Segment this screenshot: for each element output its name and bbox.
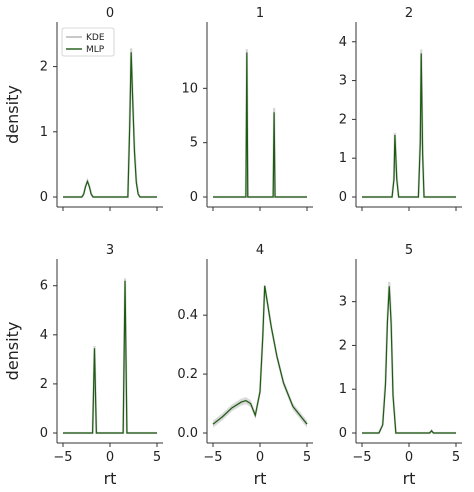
x-tick-label: 5 <box>452 450 460 465</box>
y-tick-label: 0 <box>40 426 48 441</box>
y-tick-label: 0.2 <box>177 367 198 382</box>
panel-title: 4 <box>256 243 264 258</box>
mlp-series-line <box>212 285 308 425</box>
panel-2: 2 0 1 2 3 4 <box>339 6 462 211</box>
y-tick-label: 0 <box>40 190 48 205</box>
panel-title: 2 <box>405 6 413 21</box>
x-tick-label: 0 <box>405 450 413 465</box>
panel-title: 1 <box>256 6 264 21</box>
y-tick-label: 3 <box>339 74 347 89</box>
legend-kde-label: KDE <box>86 33 105 43</box>
kde-series-line <box>362 49 456 199</box>
mlp-series-line <box>63 52 157 198</box>
panel-3: 3 0 2 4 6 −5 0 5 <box>40 243 163 465</box>
y-tick-label: 0 <box>190 190 198 205</box>
y-tick-label: 0 <box>339 190 347 205</box>
y-tick-label: 0.4 <box>177 308 198 323</box>
mlp-series-line <box>362 286 456 434</box>
x-tick-label: 5 <box>153 450 161 465</box>
x-tick-label: 5 <box>303 450 311 465</box>
y-tick-label: 1 <box>339 382 347 397</box>
y-tick-label: 0.0 <box>177 426 198 441</box>
y-tick-label: 6 <box>40 279 48 294</box>
x-tick-label: −5 <box>53 450 72 465</box>
x-tick-label: −5 <box>203 450 222 465</box>
mlp-series-line <box>213 52 307 198</box>
y-tick-label: 1 <box>40 125 48 140</box>
y-tick-label: 0 <box>339 426 347 441</box>
y-tick-label: 4 <box>339 35 347 50</box>
x-tick-label: −5 <box>352 450 371 465</box>
kde-series-line <box>362 281 456 435</box>
y-axis-label: density <box>3 322 22 381</box>
x-axis-label: rt <box>104 469 117 488</box>
y-tick-label: 4 <box>40 328 48 343</box>
panel-5: 5 0 1 2 3 −5 0 5 <box>339 243 462 465</box>
x-tick-label: 0 <box>106 450 114 465</box>
x-axis-label: rt <box>254 469 267 488</box>
y-tick-label: 2 <box>40 60 48 75</box>
y-tick-label: 2 <box>40 377 48 392</box>
y-tick-label: 10 <box>181 81 198 96</box>
panel-title: 0 <box>106 6 114 21</box>
y-axis-label: density <box>3 85 22 144</box>
mlp-series-line <box>63 280 157 434</box>
kde-series-line <box>63 278 157 435</box>
kde-series-line <box>63 48 157 199</box>
x-axis-label: rt <box>403 469 416 488</box>
panel-title: 5 <box>405 243 413 258</box>
y-tick-label: 2 <box>339 338 347 353</box>
panel-title: 3 <box>106 243 114 258</box>
legend-mlp-label: MLP <box>86 45 105 55</box>
x-tick-label: 0 <box>256 450 264 465</box>
panel-0: 0 0 1 2 <box>40 6 163 211</box>
y-tick-label: 2 <box>339 112 347 127</box>
y-tick-label: 1 <box>339 151 347 166</box>
legend: KDE MLP <box>61 27 115 57</box>
panel-4: 4 0.0 0.2 0.4 −5 0 5 <box>177 243 313 465</box>
y-tick-label: 3 <box>339 295 347 310</box>
mlp-series-line <box>362 53 456 198</box>
y-tick-label: 5 <box>190 136 198 151</box>
kde-series-line <box>213 49 307 199</box>
